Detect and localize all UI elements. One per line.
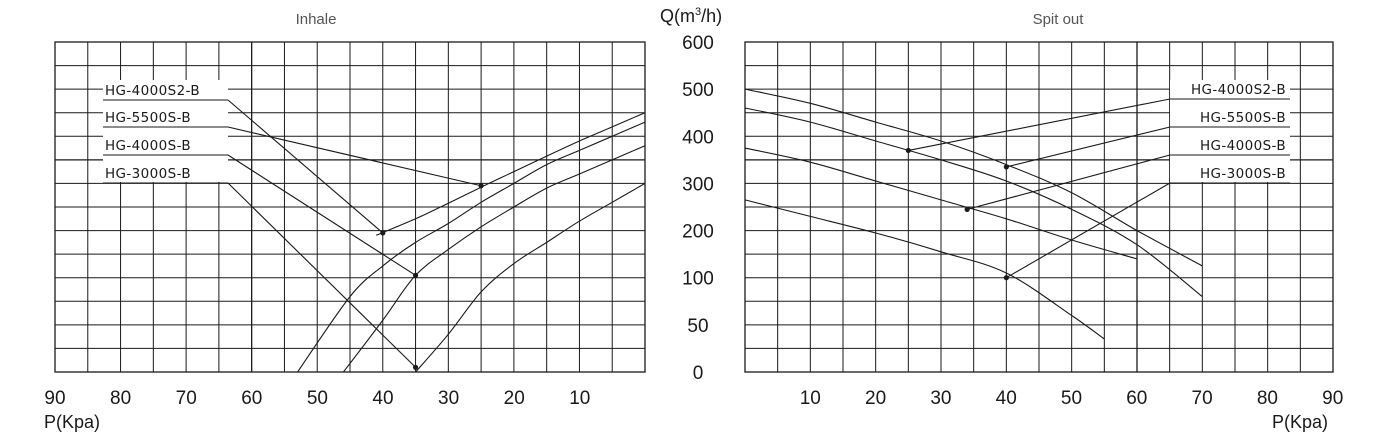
label-backdrop [103, 80, 228, 182]
x-tick-label: 20 [865, 388, 886, 409]
leader-line-hg-3000s-b [1006, 182, 1171, 279]
x-tick-label: 30 [438, 388, 459, 409]
x-tick-label: 60 [1126, 388, 1147, 409]
x-tick-label: 10 [800, 388, 821, 409]
chart-title: Inhale [296, 11, 337, 28]
leader-line-hg-4000s2-b [227, 99, 384, 234]
leader-line-hg-4000s-b [966, 154, 1171, 210]
plot-frame [54, 41, 646, 373]
series-label-hg-3000s-b: HG-3000S-B [105, 166, 191, 182]
series-line-hg-4000s2-b [375, 112, 646, 236]
y-tick-label: 200 [682, 222, 714, 243]
series-line-hg-5500s-b [744, 107, 1203, 298]
x-tick-label: 80 [110, 388, 131, 409]
leader-line-hg-4000s2-b [908, 98, 1171, 151]
x-tick-label: 20 [504, 388, 525, 409]
label-backdrop [1170, 80, 1290, 182]
y-tick-label: 300 [682, 174, 714, 195]
x-axis-label: P(Kpa) [44, 412, 100, 432]
x-tick-label: 50 [1061, 388, 1082, 409]
series-label-hg-4000s2-b: HG-4000S2-B [1191, 82, 1286, 98]
x-tick-label: 40 [372, 388, 393, 409]
y-tick-label: 50 [687, 316, 708, 337]
y-tick-label: 500 [682, 80, 714, 101]
x-tick-label: 90 [44, 388, 65, 409]
series-line-hg-5500s-b [297, 121, 646, 373]
x-axis-label: P(Kpa) [1272, 412, 1328, 432]
leader-line-hg-4000s-b [227, 154, 416, 276]
series-label-hg-5500s-b: HG-5500S-B [105, 110, 191, 126]
series-label-hg-3000s-b: HG-3000S-B [1200, 166, 1286, 182]
x-tick-label: 70 [1192, 388, 1213, 409]
x-tick-label: 50 [307, 388, 328, 409]
series-line-hg-4000s2-b [744, 88, 1203, 267]
series-line-hg-4000s-b [342, 145, 646, 373]
x-tick-label: 60 [241, 388, 262, 409]
x-tick-label: 90 [1322, 388, 1343, 409]
y-tick-label: 100 [682, 269, 714, 290]
leader-line-hg-5500s-b [227, 126, 482, 187]
spit-out-panel: Spit out 10 20 30 40 50 60 70 80 90 P(Kpa) HG-4000S… [744, 11, 1343, 432]
series-label-hg-5500s-b: HG-5500S-B [1200, 110, 1286, 126]
x-tick-label: 40 [996, 388, 1017, 409]
plot-frame [744, 41, 1334, 373]
y-tick-label: 400 [682, 127, 714, 148]
y-tick-label: 600 [682, 33, 714, 54]
x-tick-label: 30 [930, 388, 951, 409]
series-line-hg-3000s-b [744, 199, 1105, 340]
series-label-hg-4000s-b: HG-4000S-B [105, 138, 191, 154]
x-tick-label: 70 [176, 388, 197, 409]
y-axis-label: Q(m3/h) [660, 6, 722, 26]
chart-title: Spit out [1033, 11, 1085, 28]
leader-line-hg-5500s-b [1006, 126, 1171, 168]
series-label-hg-4000s-b: HG-4000S-B [1200, 138, 1286, 154]
series-label-hg-4000s2-b: HG-4000S2-B [105, 83, 200, 99]
y-tick-label: 0 [693, 363, 704, 384]
x-tick-label: 10 [569, 388, 590, 409]
leader-line-hg-3000s-b [227, 182, 416, 368]
series-line-hg-3000s-b [415, 182, 646, 373]
inhale-panel: Inhale 90 80 70 60 50 40 30 20 10 P(Kpa) HG-4000S2-… [44, 11, 646, 432]
x-tick-label: 80 [1257, 388, 1278, 409]
